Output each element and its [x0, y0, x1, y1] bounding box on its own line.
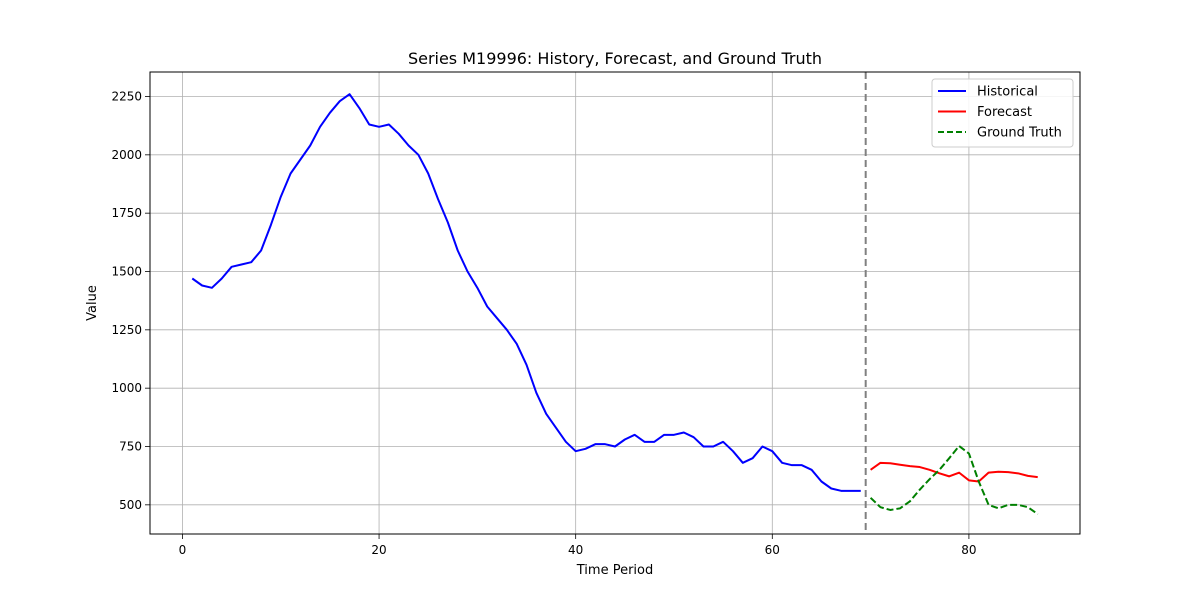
y-tick-label: 1250 [111, 323, 142, 337]
legend-label-forecast: Forecast [977, 105, 1032, 120]
series-line-historical [191, 93, 861, 492]
chart-title: Series M19996: History, Forecast, and Gr… [408, 49, 822, 68]
legend: Historical Forecast Ground Truth [931, 78, 1074, 148]
series-line-ground-truth [869, 445, 1039, 515]
y-tick-label: 1000 [111, 381, 142, 395]
y-tick-label: 1750 [111, 206, 142, 220]
x-tick-label: 20 [371, 543, 386, 557]
grid [150, 72, 1080, 534]
x-tick-label: 60 [765, 543, 780, 557]
series-layer [191, 93, 1039, 515]
y-tick-label: 500 [119, 498, 142, 512]
y-tick-label: 1500 [111, 265, 142, 279]
series-line-forecast [870, 461, 1038, 483]
y-tick-label: 2000 [111, 148, 142, 162]
x-tick-label: 80 [961, 543, 976, 557]
axis-ticks: 0 20 40 60 80 500 750 1000 1250 1500 1750 2000 2250 [111, 90, 976, 558]
y-tick-label: 2250 [111, 90, 142, 104]
y-axis-label: Value [85, 285, 100, 321]
legend-box [931, 78, 1074, 148]
x-axis-label: Time Period [576, 563, 653, 578]
x-tick-label: 40 [568, 543, 583, 557]
x-tick-label: 0 [179, 543, 187, 557]
y-tick-label: 750 [119, 440, 142, 454]
plot-area-frame [149, 71, 1081, 535]
legend-label-historical: Historical [977, 85, 1038, 100]
legend-label-ground-truth: Ground Truth [977, 126, 1062, 141]
